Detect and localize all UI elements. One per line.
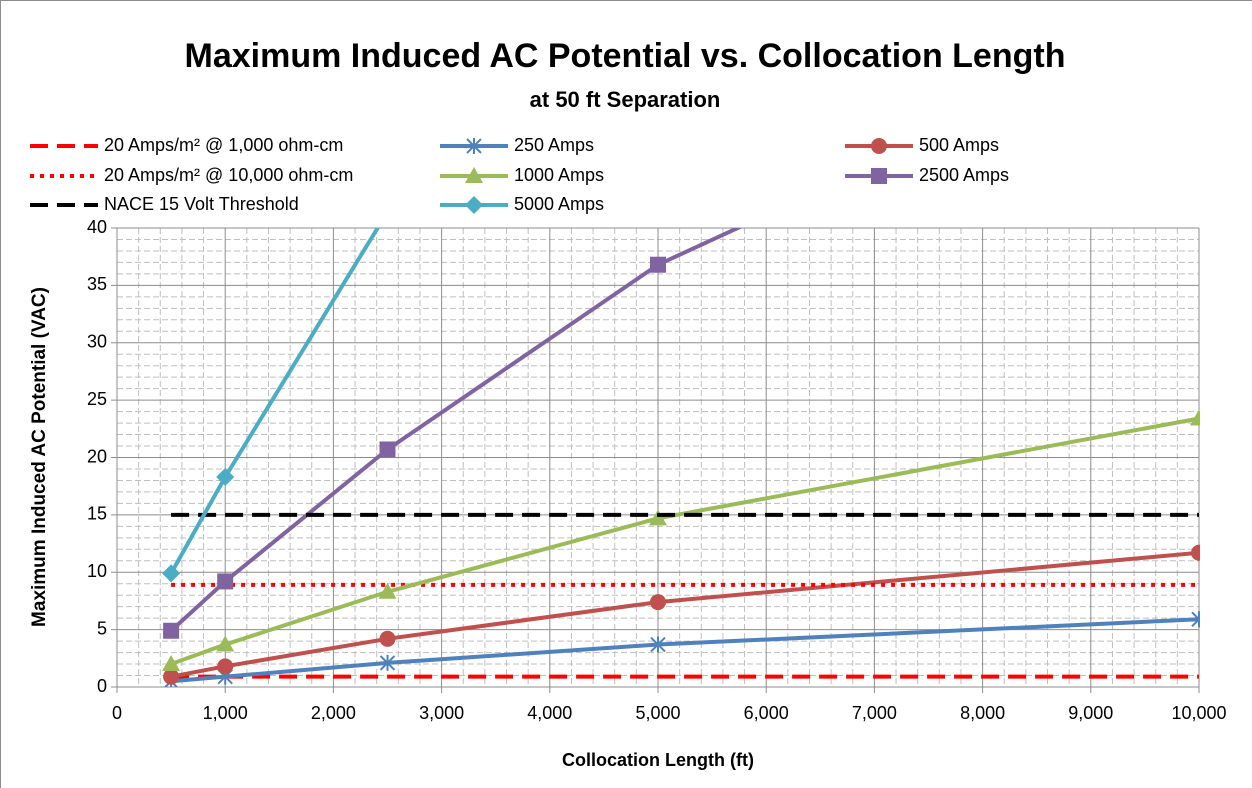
data-point <box>1190 409 1200 426</box>
x-tick-label: 6,000 <box>744 703 789 723</box>
y-tick-label: 35 <box>87 274 107 294</box>
data-point <box>162 655 181 672</box>
chart-subtitle: at 50 ft Separation <box>530 87 721 112</box>
y-tick-label: 40 <box>87 217 107 237</box>
y-tick-label: 20 <box>87 446 107 466</box>
x-tick-label: 3,000 <box>419 703 464 723</box>
legend-marker <box>465 196 483 214</box>
legend-label: 250 Amps <box>514 135 594 155</box>
legend-label: 20 Amps/m² @ 10,000 ohm-cm <box>104 165 353 185</box>
y-tick-label: 30 <box>87 332 107 352</box>
legend-label: 20 Amps/m² @ 1,000 ohm-cm <box>104 135 343 155</box>
y-tick-label: 25 <box>87 389 107 409</box>
x-tick-label: 2,000 <box>311 703 356 723</box>
y-tick-label: 0 <box>97 676 107 696</box>
y-tick-label: 15 <box>87 504 107 524</box>
legend-label: NACE 15 Volt Threshold <box>104 194 299 214</box>
legend-marker <box>465 167 483 183</box>
data-point <box>1191 544 1200 561</box>
x-axis-label: Collocation Length (ft) <box>562 750 754 770</box>
y-tick-label: 10 <box>87 561 107 581</box>
plot-area <box>162 228 1200 687</box>
x-tick-label: 4,000 <box>527 703 572 723</box>
data-point <box>216 635 235 652</box>
data-point <box>163 622 180 639</box>
data-point <box>379 630 396 647</box>
x-tick-label: 0 <box>112 703 122 723</box>
y-axis-label: Maximum Induced AC Potential (VAC) <box>29 287 50 627</box>
data-point <box>162 564 181 583</box>
data-point <box>650 256 666 273</box>
x-tick-label: 8,000 <box>960 703 1005 723</box>
x-tick-label: 7,000 <box>852 703 897 723</box>
legend-marker <box>466 138 482 154</box>
data-point <box>217 573 234 590</box>
legend-label: 5000 Amps <box>514 194 604 214</box>
data-point <box>650 636 666 653</box>
legend-label: 2500 Amps <box>919 165 1009 185</box>
data-point <box>216 468 235 487</box>
x-tick-label: 10,000 <box>1171 703 1226 723</box>
data-point <box>649 509 667 526</box>
data-point <box>379 654 396 671</box>
legend-label: 1000 Amps <box>514 165 604 185</box>
x-tick-label: 5,000 <box>635 703 680 723</box>
data-point <box>163 668 180 685</box>
y-tick-label: 5 <box>97 618 107 638</box>
chart-title: Maximum Induced AC Potential vs. Colloca… <box>185 37 1066 75</box>
data-point <box>378 582 397 599</box>
data-point <box>1191 611 1200 628</box>
legend-marker <box>871 168 887 184</box>
legend-marker <box>871 138 887 154</box>
legend-label: 500 Amps <box>919 135 999 155</box>
data-point <box>379 441 396 458</box>
data-point <box>217 658 234 675</box>
x-tick-label: 1,000 <box>203 703 248 723</box>
data-point <box>650 594 666 611</box>
x-tick-label: 9,000 <box>1068 703 1113 723</box>
